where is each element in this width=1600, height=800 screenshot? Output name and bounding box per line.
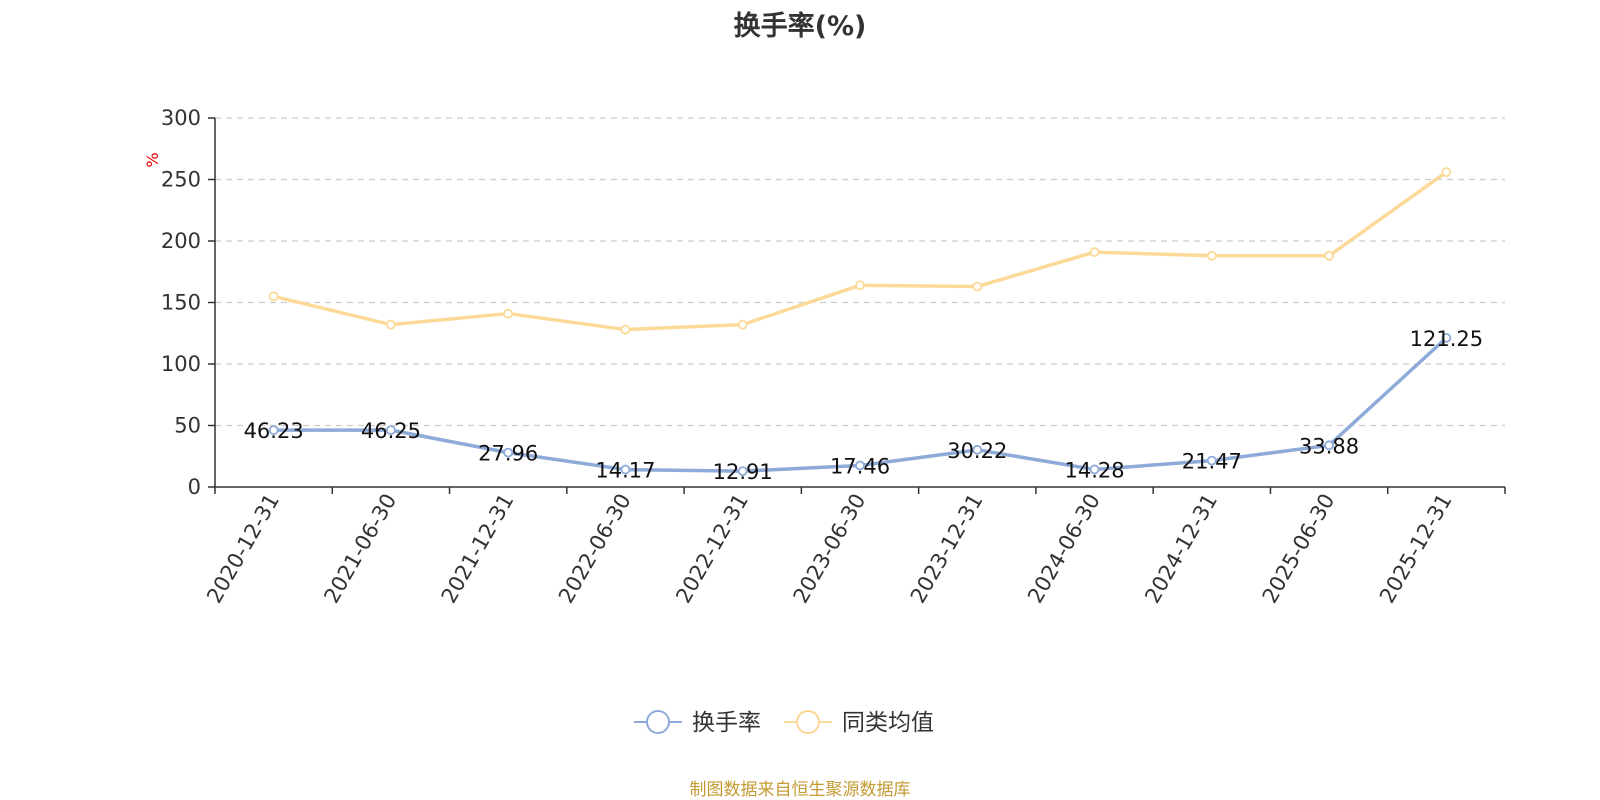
- data-point[interactable]: [737, 319, 748, 330]
- data-point[interactable]: [620, 464, 631, 475]
- series-line-0: [273, 336, 1448, 473]
- x-tick-label: 2022-12-31: [671, 490, 753, 608]
- y-tick-label: 200: [161, 229, 201, 253]
- y-tick-label: 50: [174, 414, 201, 438]
- data-label: 14.28: [1064, 458, 1124, 482]
- legend: 换手率 同类均值: [634, 710, 934, 736]
- data-point[interactable]: [972, 444, 983, 455]
- x-tick-label: 2022-06-30: [554, 490, 636, 608]
- data-point[interactable]: [503, 308, 514, 319]
- y-axis-unit-label: %: [143, 152, 162, 167]
- grid-lines: [215, 117, 1505, 427]
- data-label: 30.22: [947, 439, 1007, 463]
- series-lines: [268, 167, 1452, 477]
- data-point[interactable]: [855, 280, 865, 291]
- data-point[interactable]: [1206, 455, 1217, 466]
- data-label: 12.91: [713, 460, 773, 484]
- legend-label[interactable]: 换手率: [692, 710, 761, 736]
- y-tick-label: 300: [161, 106, 201, 130]
- axes: 0 50 100 150 200 250 300% 2020-12-31 2021-06-30 2…: [143, 106, 1506, 608]
- data-point[interactable]: [268, 291, 279, 302]
- data-label: 46.25: [361, 419, 421, 443]
- x-tick-label: 2025-06-30: [1258, 490, 1340, 608]
- data-point[interactable]: [737, 466, 748, 477]
- x-tick-label: 2025-12-31: [1375, 490, 1457, 608]
- y-tick-label: 0: [188, 475, 201, 499]
- legend-label[interactable]: 同类均值: [842, 710, 934, 736]
- data-point[interactable]: [386, 425, 396, 436]
- y-tick-label: 150: [161, 291, 201, 315]
- x-tick-label: 2021-06-30: [319, 490, 401, 608]
- x-tick-label: 2024-12-31: [1140, 490, 1222, 608]
- data-point[interactable]: [1206, 250, 1217, 261]
- data-point[interactable]: [268, 425, 279, 436]
- data-label: 46.23: [244, 419, 304, 443]
- data-point[interactable]: [1324, 440, 1334, 451]
- data-point[interactable]: [1089, 247, 1100, 257]
- data-point[interactable]: [386, 319, 396, 330]
- x-tick-label: 2023-06-30: [789, 490, 871, 608]
- data-point[interactable]: [1441, 167, 1452, 178]
- series-line-1: [273, 170, 1448, 332]
- data-point[interactable]: [855, 460, 865, 471]
- x-tick-label: 2024-06-30: [1023, 490, 1105, 608]
- y-tick-label: 250: [161, 168, 201, 192]
- data-point[interactable]: [1441, 332, 1452, 343]
- data-label: 21.47: [1182, 450, 1242, 474]
- x-tick-label: 2020-12-31: [202, 490, 284, 608]
- data-point[interactable]: [503, 447, 514, 458]
- data-label: 27.96: [478, 442, 538, 466]
- data-label: 33.88: [1299, 434, 1359, 458]
- data-labels: 46.23 46.25 27.96 14.17 12.91 17.46 30.22 14.28…: [244, 327, 1484, 484]
- legend-swatch-marker[interactable]: [796, 710, 820, 734]
- data-label: 14.17: [595, 459, 655, 483]
- data-label: 17.46: [830, 455, 890, 479]
- data-label: 121.25: [1410, 327, 1483, 351]
- chart-title: 换手率(%): [733, 11, 867, 42]
- data-point[interactable]: [972, 281, 983, 292]
- legend-swatch-marker[interactable]: [646, 710, 670, 734]
- data-point[interactable]: [1089, 464, 1100, 475]
- data-point[interactable]: [1324, 250, 1334, 261]
- data-point[interactable]: [620, 324, 631, 335]
- x-tick-label: 2021-12-31: [437, 490, 519, 608]
- y-tick-label: 100: [161, 352, 201, 376]
- x-tick-label: 2023-12-31: [906, 490, 988, 608]
- source-note: 制图数据来自恒生聚源数据库: [689, 780, 911, 800]
